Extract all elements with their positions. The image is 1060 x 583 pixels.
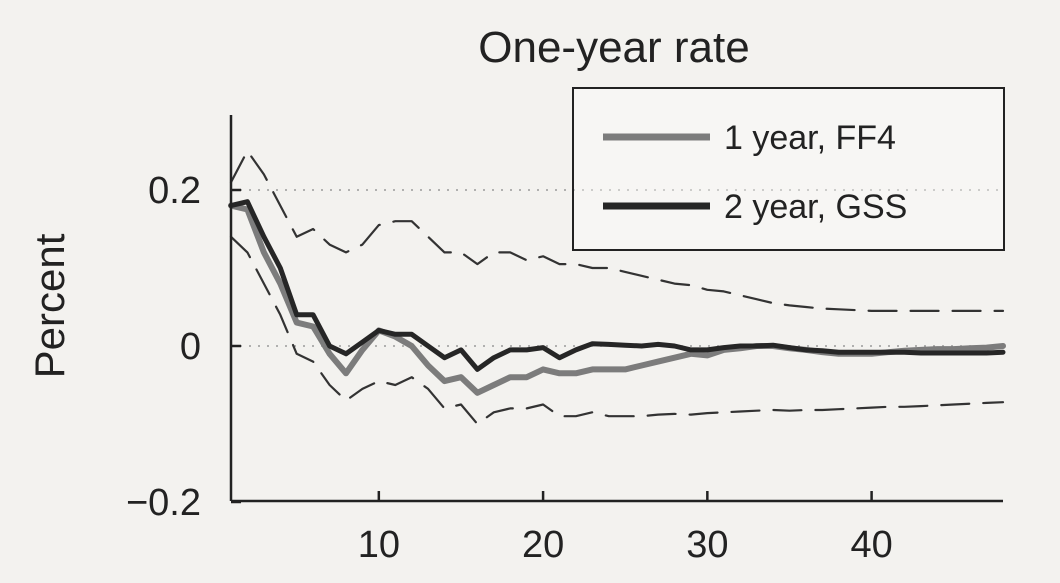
- legend-label-gss: 2 year, GSS: [724, 188, 907, 226]
- chart-title: One-year rate: [478, 23, 749, 72]
- axes: [229, 115, 1003, 503]
- y-tick-label-2: 0.2: [148, 170, 201, 212]
- x-tick-label-3: 40: [850, 524, 892, 566]
- x-tick-label-0: 10: [358, 524, 400, 566]
- legend-label-ff4: 1 year, FF4: [724, 119, 896, 157]
- series-line-2: [229, 149, 1005, 312]
- ticks: −0.2 0 0.2 10 20 30 40: [126, 170, 893, 566]
- y-axis-label: Percent: [26, 233, 73, 378]
- series-line-3: [229, 235, 1005, 426]
- series-layer: [228, 149, 1006, 426]
- y-tick-label-1: 0: [180, 326, 201, 368]
- x-tick-label-2: 30: [686, 524, 728, 566]
- legend: 1 year, FF4 2 year, GSS: [572, 87, 1005, 251]
- legend-box: [572, 87, 1005, 251]
- series-line-1: [228, 199, 1006, 372]
- x-tick-label-1: 20: [522, 524, 564, 566]
- y-tick-label-0: −0.2: [126, 482, 201, 524]
